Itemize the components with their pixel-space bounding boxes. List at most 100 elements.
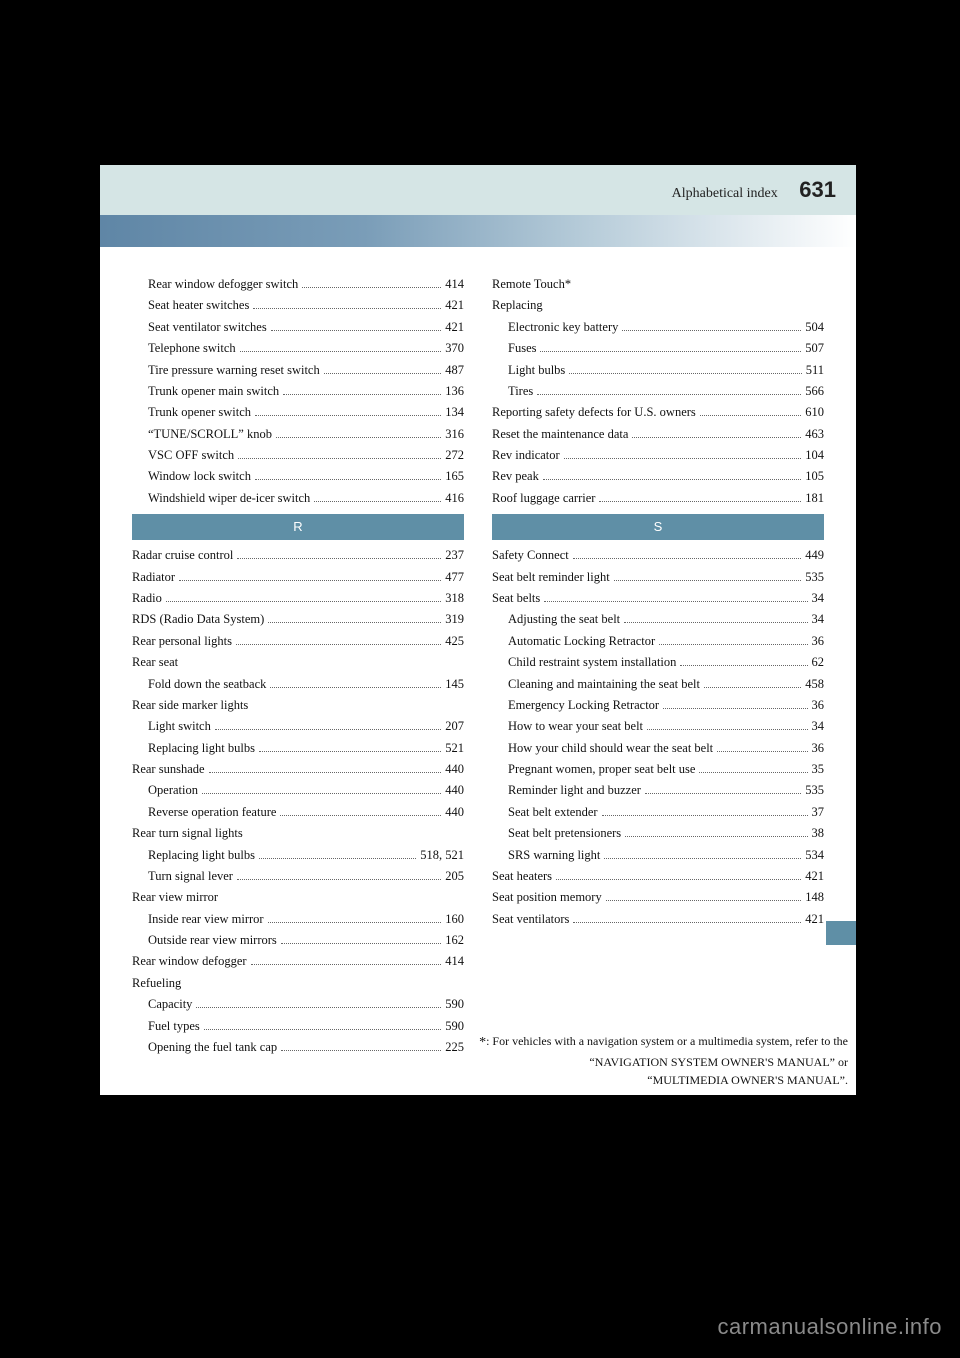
dot-leader xyxy=(238,458,441,459)
header-title-area: Alphabetical index 631 xyxy=(672,177,836,203)
index-entry: Seat belts34 xyxy=(492,589,824,608)
dot-leader xyxy=(632,437,801,438)
index-entry: Trunk opener switch 134 xyxy=(132,403,464,422)
entry-page-ref: 134 xyxy=(445,403,464,422)
entry-label: Refueling xyxy=(132,974,181,993)
index-entry: Outside rear view mirrors162 xyxy=(132,931,464,950)
index-entry: Reset the maintenance data463 xyxy=(492,425,824,444)
index-entry: Replacing xyxy=(492,296,824,315)
header-top-band: Alphabetical index 631 xyxy=(100,165,856,215)
dot-leader xyxy=(204,1029,442,1030)
footer-line-1: : For vehicles with a navigation system … xyxy=(486,1034,848,1048)
entry-page-ref: 534 xyxy=(805,846,824,865)
header-gradient-band xyxy=(100,215,856,247)
index-entry: RDS (Radio Data System)319 xyxy=(132,610,464,629)
index-entry: SRS warning light 534 xyxy=(492,846,824,865)
entry-label: Inside rear view mirror xyxy=(148,910,264,929)
entry-page-ref: 38 xyxy=(812,824,825,843)
entry-label: RDS (Radio Data System) xyxy=(132,610,264,629)
dot-leader xyxy=(556,879,801,880)
entry-label: SRS warning light xyxy=(508,846,600,865)
index-entry: Light switch207 xyxy=(132,717,464,736)
index-entry: Window lock switch165 xyxy=(132,467,464,486)
index-entry: Seat heaters421 xyxy=(492,867,824,886)
index-entry: Replacing light bulbs518, 521 xyxy=(132,846,464,865)
entry-label: Rear turn signal lights xyxy=(132,824,243,843)
entry-label: Rev indicator xyxy=(492,446,560,465)
entry-label: Rear seat xyxy=(132,653,178,672)
entry-label: Rear window defogger switch xyxy=(148,275,298,294)
entry-page-ref: 425 xyxy=(445,632,464,651)
dot-leader xyxy=(544,601,807,602)
entry-page-ref: 521 xyxy=(445,739,464,758)
index-entry: Child restraint system installation62 xyxy=(492,653,824,672)
entry-page-ref: 148 xyxy=(805,888,824,907)
entry-label: Adjusting the seat belt xyxy=(508,610,620,629)
dot-leader xyxy=(179,580,441,581)
entry-page-ref: 416 xyxy=(445,489,464,508)
entry-label: Pregnant women, proper seat belt use xyxy=(508,760,695,779)
entry-page-ref: 272 xyxy=(445,446,464,465)
manual-page: Alphabetical index 631 Rear window defog… xyxy=(100,165,856,1095)
entry-page-ref: 507 xyxy=(805,339,824,358)
index-entry: Replacing light bulbs521 xyxy=(132,739,464,758)
dot-leader xyxy=(237,879,441,880)
entry-label: Radio xyxy=(132,589,162,608)
index-entry: Rear turn signal lights xyxy=(132,824,464,843)
index-entry: Emergency Locking Retractor36 xyxy=(492,696,824,715)
entry-page-ref: 511 xyxy=(806,361,824,380)
index-entry: Pregnant women, proper seat belt use 35 xyxy=(492,760,824,779)
dot-leader xyxy=(622,330,801,331)
index-entry: Light bulbs511 xyxy=(492,361,824,380)
entry-label: How to wear your seat belt xyxy=(508,717,643,736)
entry-page-ref: 37 xyxy=(812,803,825,822)
entry-page-ref: 566 xyxy=(805,382,824,401)
entry-page-ref: 162 xyxy=(445,931,464,950)
index-content: Rear window defogger switch 414 Seat heate… xyxy=(100,247,856,1059)
dot-leader xyxy=(606,900,802,901)
entry-label: Safety Connect xyxy=(492,546,569,565)
entry-label: Reporting safety defects for U.S. owners xyxy=(492,403,696,422)
dot-leader xyxy=(302,287,441,288)
entry-label: Turn signal lever xyxy=(148,867,233,886)
entry-label: Replacing light bulbs xyxy=(148,846,255,865)
entry-page-ref: 504 xyxy=(805,318,824,337)
index-entry: Safety Connect449 xyxy=(492,546,824,565)
dot-leader xyxy=(251,964,442,965)
page-number: 631 xyxy=(799,177,836,202)
index-entry: Operation440 xyxy=(132,781,464,800)
entry-page-ref: 414 xyxy=(445,952,464,971)
entry-page-ref: 535 xyxy=(805,781,824,800)
entry-label: Tire pressure warning reset switch xyxy=(148,361,320,380)
entry-page-ref: 165 xyxy=(445,467,464,486)
entry-page-ref: 35 xyxy=(812,760,825,779)
entry-page-ref: 421 xyxy=(445,318,464,337)
entry-label: Remote Touch* xyxy=(492,275,571,294)
index-entry: “TUNE/SCROLL” knob316 xyxy=(132,425,464,444)
dot-leader xyxy=(259,751,441,752)
entry-page-ref: 104 xyxy=(805,446,824,465)
entry-page-ref: 205 xyxy=(445,867,464,886)
entry-page-ref: 34 xyxy=(812,589,825,608)
dot-leader xyxy=(255,415,441,416)
dot-leader xyxy=(255,479,441,480)
entry-page-ref: 237 xyxy=(445,546,464,565)
entry-label: Seat ventilators xyxy=(492,910,569,929)
dot-leader xyxy=(268,622,441,623)
entry-label: Trunk opener switch xyxy=(148,403,251,422)
entry-page-ref: 34 xyxy=(812,610,825,629)
entry-page-ref: 105 xyxy=(805,467,824,486)
entry-page-ref: 421 xyxy=(805,867,824,886)
dot-leader xyxy=(324,373,442,374)
index-entry: Electronic key battery504 xyxy=(492,318,824,337)
dot-leader xyxy=(614,580,802,581)
dot-leader xyxy=(604,858,801,859)
entry-label: Windshield wiper de-icer switch xyxy=(148,489,310,508)
entry-label: Rear side marker lights xyxy=(132,696,248,715)
entry-label: Trunk opener main switch xyxy=(148,382,279,401)
entry-label: Fuses xyxy=(508,339,536,358)
entry-label: Rev peak xyxy=(492,467,539,486)
index-entry: Reverse operation feature440 xyxy=(132,803,464,822)
dot-leader xyxy=(537,394,801,395)
entry-label: Operation xyxy=(148,781,198,800)
